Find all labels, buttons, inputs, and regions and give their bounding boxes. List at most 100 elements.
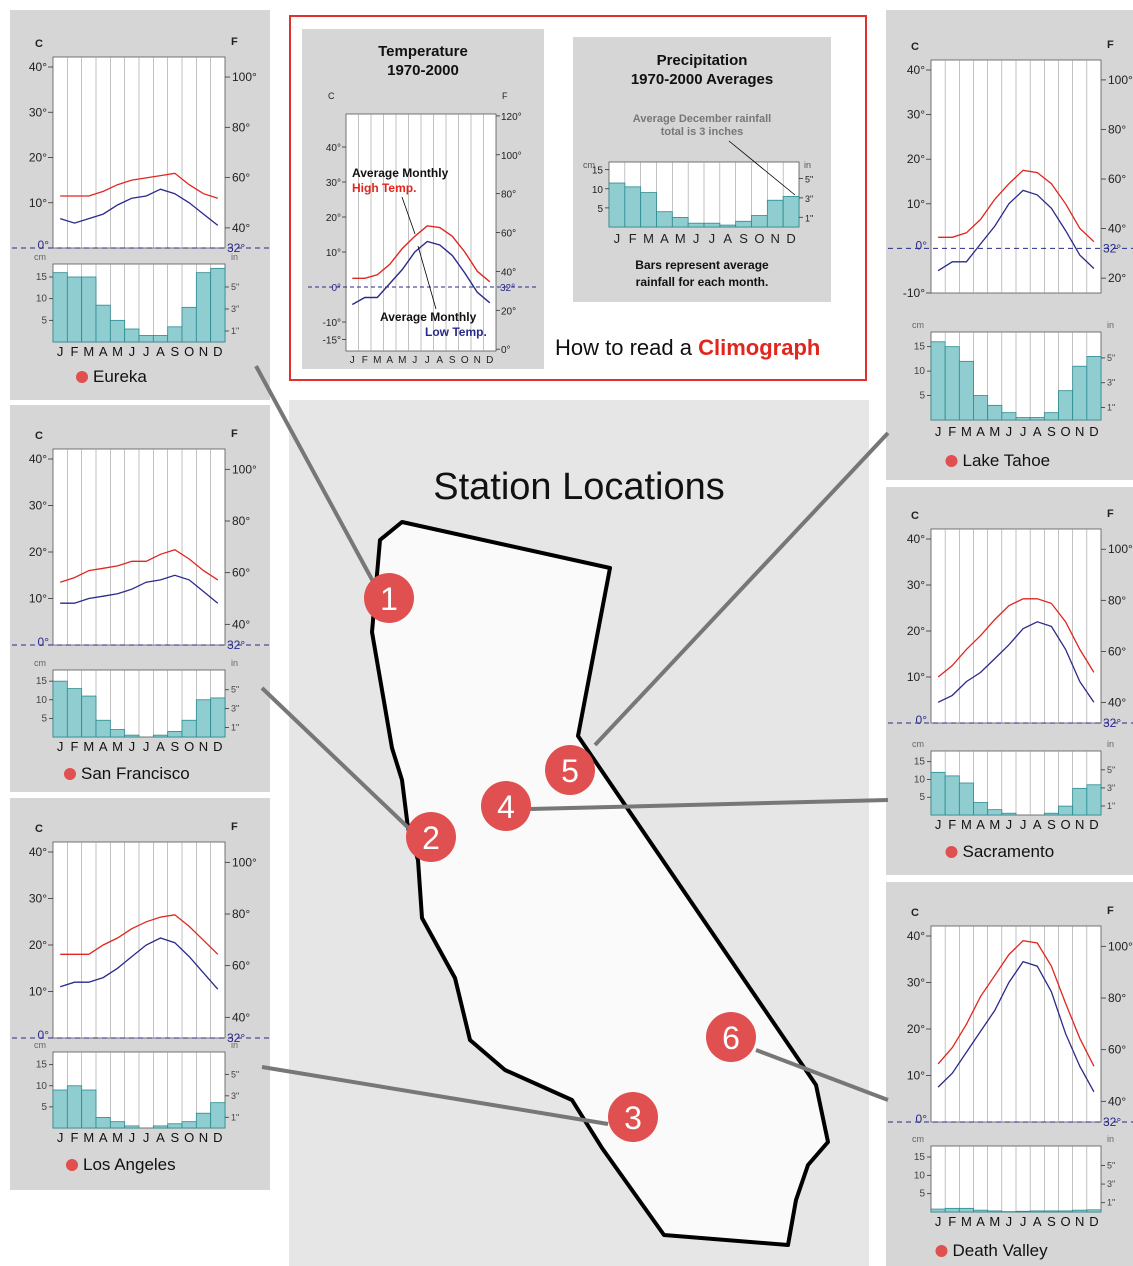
month-label: A [1033, 817, 1042, 832]
month-label: F [629, 231, 637, 246]
f-tick-label: 40° [232, 1010, 250, 1024]
station-name: Los Angeles [83, 1155, 176, 1174]
climograph-death-valley: 10° 20° 30° 40° 0° 32° 40° 60° 80° 100° C F 5 10 15 1" 3… [886, 882, 1133, 1266]
freeze-f-label: 32° [227, 1031, 245, 1045]
month-label: J [614, 231, 621, 246]
c-unit-label: C [911, 41, 919, 53]
in-unit-label: in [1107, 320, 1114, 330]
in-tick-label: 1" [1107, 1198, 1115, 1208]
cm-tick-label: 15 [914, 342, 926, 353]
in-tick-label: 3" [1107, 783, 1115, 793]
c-unit-label: C [35, 38, 43, 50]
precip-bar [81, 1089, 97, 1129]
month-label: O [754, 231, 764, 246]
freeze-c-label: 0° [38, 635, 50, 649]
high-temp-line [60, 172, 218, 199]
month-label: F [71, 344, 79, 359]
c-tick-label: -10° [323, 318, 341, 329]
month-label: J [693, 231, 700, 246]
in-tick-label: 5" [1107, 353, 1115, 363]
f-tick-label: 60° [1108, 172, 1126, 186]
legend-high-label-2: High Temp. [352, 181, 416, 195]
precip-bar [987, 809, 1003, 816]
c-tick-label: 20° [29, 938, 47, 952]
freeze-f-label: 32° [1103, 241, 1121, 255]
badge-6-label: 6 [722, 1020, 740, 1056]
climograph-svg: 10° 20° 30° 40° 0° 32° 40° 60° 80° 100° C F 5 10 15 1" 3… [12, 821, 270, 1174]
month-label: O [184, 1130, 194, 1145]
badge-4-label: 4 [497, 789, 515, 825]
climograph-svg: 10° 20° 30° 40° 0° 32° 40° 60° 80° 100° C F 5 10 15 1" 3… [888, 905, 1133, 1260]
freeze-f-label: 32° [227, 638, 245, 652]
f-tick-label: 0° [501, 345, 511, 356]
low-temp-line [937, 960, 1095, 1093]
c-tick-label: 10° [29, 196, 47, 210]
in-tick-label: 5" [1107, 1160, 1115, 1170]
precip-bar [973, 802, 989, 816]
month-label: M [398, 355, 406, 366]
month-label: F [71, 739, 79, 754]
c-tick-label: 10° [907, 670, 925, 684]
precip-bar [210, 1102, 226, 1129]
month-label: S [170, 739, 179, 754]
in-tick-label: 1" [1107, 403, 1115, 413]
station-name: Lake Tahoe [963, 451, 1051, 470]
station-connectors [254, 365, 890, 1126]
station-name: Eureka [93, 367, 147, 386]
in-tick-label: 5" [231, 1069, 239, 1079]
c-tick-label: 40° [29, 845, 47, 859]
legend-precip-title-1: Precipitation [657, 52, 748, 69]
f-tick-label: 80° [501, 190, 516, 201]
in-tick-label: 1" [1107, 801, 1115, 811]
low-temp-line [60, 937, 219, 990]
f-tick-label: 60° [232, 959, 250, 973]
month-label: J [1006, 817, 1013, 832]
month-label: M [989, 817, 1000, 832]
f-tick-label: 80° [1108, 991, 1126, 1005]
month-label: M [83, 344, 94, 359]
month-label: A [99, 344, 108, 359]
month-label: N [1075, 817, 1084, 832]
f-tick-label: 60° [232, 171, 250, 185]
c-tick-label: 20° [907, 152, 925, 166]
f-tick-label: 80° [232, 120, 250, 134]
f-tick-label: 120° [501, 112, 522, 123]
in-unit-label: in [231, 658, 238, 668]
c-tick-label: -10° [903, 286, 925, 300]
c-unit-label: C [35, 430, 43, 442]
month-label: M [83, 1130, 94, 1145]
c-tick-label: 10° [907, 197, 925, 211]
month-label: J [129, 739, 136, 754]
month-label: J [935, 817, 942, 832]
c-tick-label: -15° [323, 336, 341, 347]
cm-tick-label: 15 [36, 272, 48, 283]
f-tick-label: 40° [1108, 1094, 1126, 1108]
month-label: M [961, 424, 972, 439]
c-tick-label: 40° [29, 60, 47, 74]
c-tick-label: 20° [907, 624, 925, 638]
cm-tick-label: 10 [36, 695, 48, 706]
c-unit-label: C [35, 823, 43, 835]
month-label: O [461, 355, 469, 366]
precip-bar [124, 734, 140, 738]
month-label: D [213, 1130, 222, 1145]
month-label: N [199, 739, 208, 754]
precip-bar [958, 782, 974, 816]
precip-bar [124, 1125, 140, 1129]
f-tick-label: 60° [1108, 1043, 1126, 1057]
legend-temp-svg: Temperature 1970-2000 -15° -10° 10° 20° 30° 40°… [308, 43, 537, 366]
c-tick-label: 40° [29, 452, 47, 466]
month-label: M [83, 739, 94, 754]
cm-tick-label: 10 [914, 774, 926, 785]
in-tick-label: 3" [1107, 378, 1115, 388]
connector-5 [593, 431, 890, 747]
low-temp-line [937, 189, 1095, 272]
low-temp-line [60, 574, 219, 604]
c-tick-label: 40° [326, 143, 341, 154]
badge-4: 4 [481, 781, 531, 831]
c-tick-label: 30° [29, 892, 47, 906]
low-temp-line [937, 621, 1095, 703]
month-label: M [112, 344, 123, 359]
freeze-c-label: 0° [916, 713, 928, 727]
month-label: S [739, 231, 748, 246]
